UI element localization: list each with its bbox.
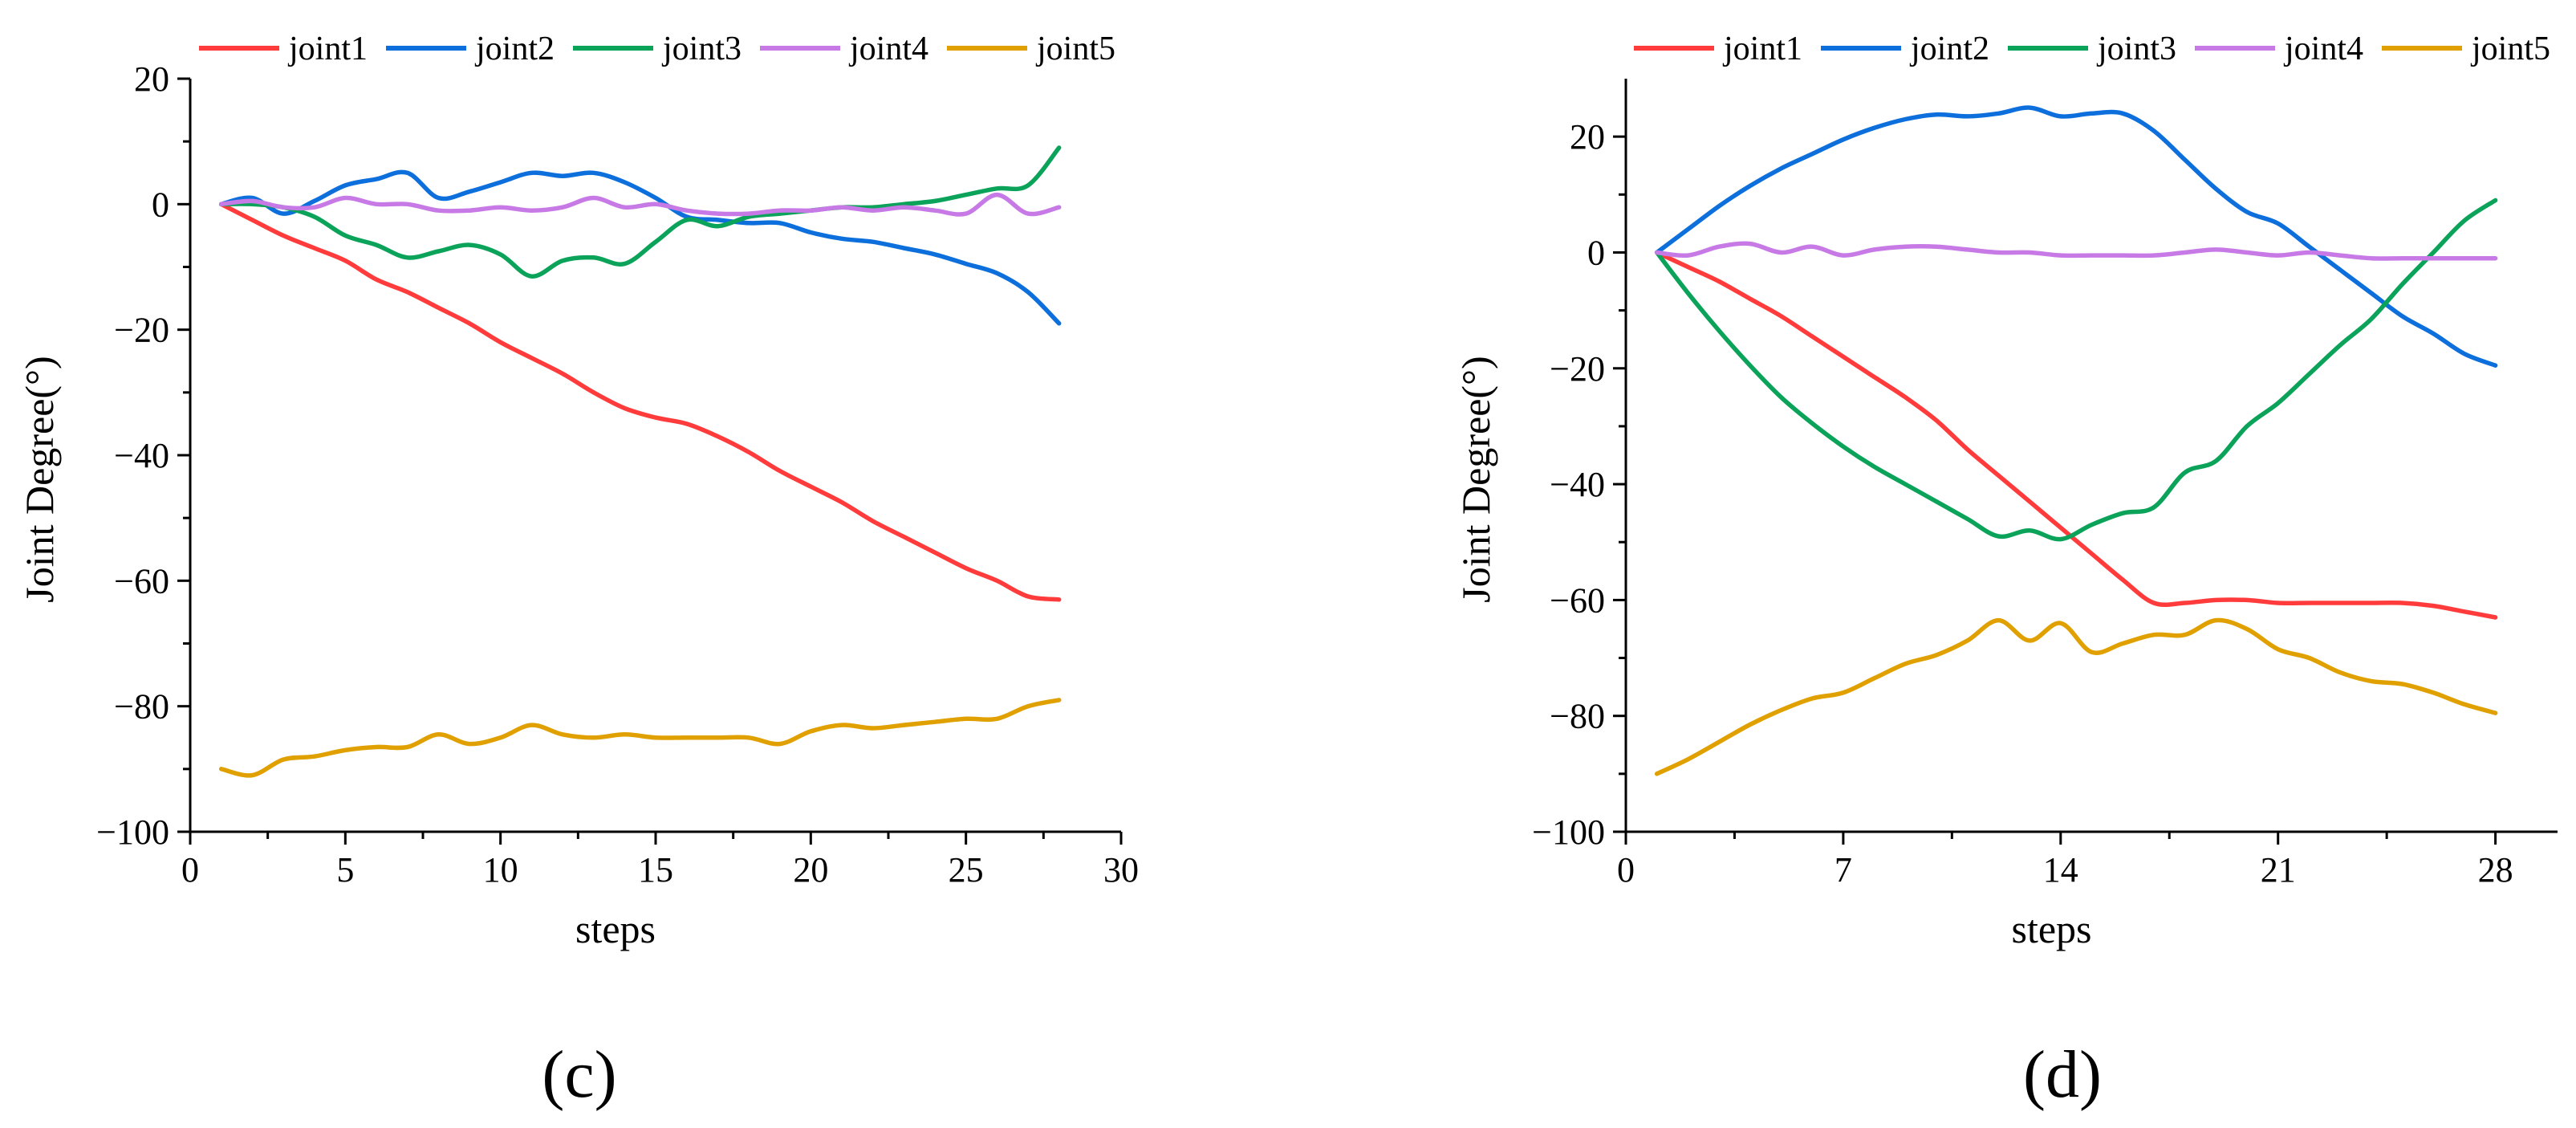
legend-label-joint2: joint2 [474,31,555,67]
legend-label-joint4: joint4 [2283,31,2363,67]
x-tick-label: 14 [2043,850,2078,890]
series-line-joint3 [218,145,1062,279]
y-axis-label: Joint Degree(°) [1453,356,1498,602]
series-line-joint3 [1654,198,2498,542]
legend-label-joint3: joint3 [2096,31,2176,67]
x-tick-label: 25 [949,850,984,890]
legend-label-joint2: joint2 [1909,31,1989,67]
panel-label-d: (d) [2023,1037,2102,1112]
x-tick-label: 5 [336,850,354,890]
y-tick-label: −40 [1550,465,1605,504]
y-tick-label: −80 [1550,697,1605,736]
series-line-joint4 [1654,241,2498,261]
legend-label-joint3: joint3 [661,31,742,67]
series-line-joint5 [218,698,1062,778]
y-tick-label: −100 [96,812,169,852]
legend-label-joint4: joint4 [848,31,928,67]
legend: joint1 joint2 joint3 joint4 joint5 [199,31,1115,67]
legend-label-joint5: joint5 [2470,31,2550,67]
x-tick-label: 15 [638,850,673,890]
x-axis-label: steps [575,906,656,951]
legend-label-joint1: joint1 [1722,31,1802,67]
chart-panel-d: 0 7 14 21 28 20 0 −20 −40 −60 −80 −100 steps Joint De… [1453,31,2558,951]
y-tick-label: −60 [1550,580,1605,620]
x-tick-label: 0 [1617,850,1635,890]
y-tick-label: −40 [114,436,169,475]
x-tick-label: 21 [2261,850,2296,890]
y-tick-label: 0 [1587,233,1605,272]
x-tick-label: 20 [793,850,828,890]
y-tick-label: 20 [1570,117,1605,157]
x-tick-label: 30 [1103,850,1139,890]
y-tick-label: 20 [134,59,169,99]
x-tick-label: 10 [483,850,518,890]
series-line-joint5 [1654,617,2498,776]
y-tick-label: −80 [114,687,169,727]
chart-panel-c: 0 5 10 15 20 25 30 20 0 −20 −40 −60 −80 −100 steps Join… [17,31,1139,951]
y-tick-label: −20 [114,311,169,350]
series-line-joint1 [1654,250,2498,620]
y-tick-label: −100 [1532,812,1605,852]
y-axis-label: Joint Degree(°) [17,356,62,602]
x-axis-label: steps [2012,906,2092,951]
legend-label-joint1: joint1 [287,31,368,67]
y-tick-label: −20 [1550,349,1605,389]
series-line-joint2 [1654,105,2498,368]
legend-label-joint5: joint5 [1035,31,1115,67]
x-tick-label: 0 [181,850,199,890]
series-line-joint4 [218,192,1062,217]
x-tick-label: 28 [2478,850,2513,890]
series-line-joint1 [218,202,1062,602]
y-tick-label: 0 [152,185,169,224]
legend: joint1 joint2 joint3 joint4 joint5 [1634,31,2550,67]
panel-label-c: (c) [542,1037,617,1112]
x-tick-label: 7 [1834,850,1852,890]
y-tick-label: −60 [114,561,169,601]
series-line-joint2 [218,169,1062,326]
